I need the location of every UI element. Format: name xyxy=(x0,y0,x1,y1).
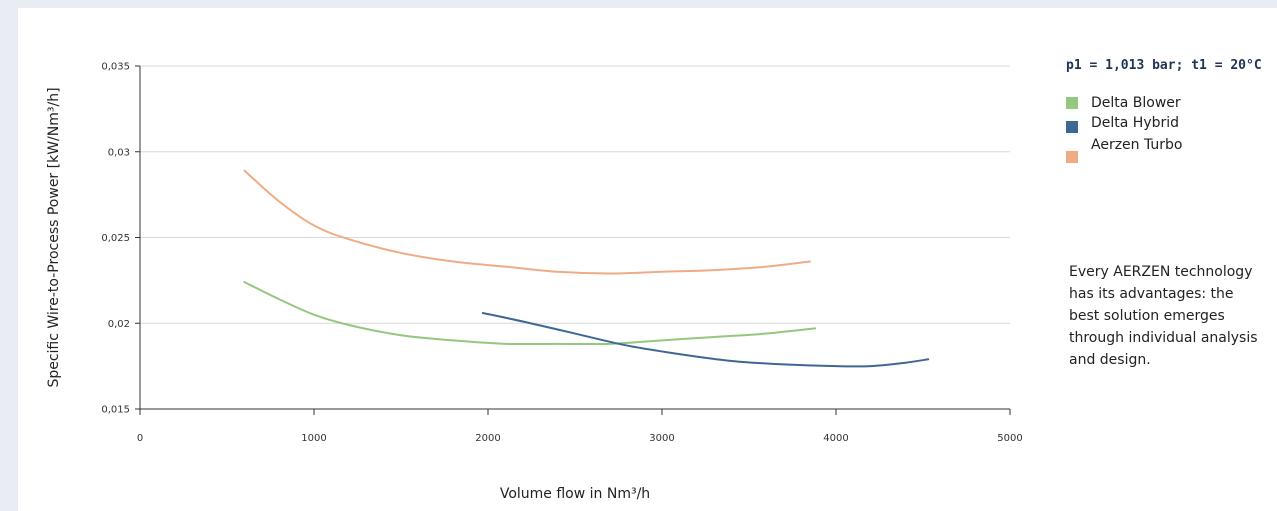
legend-swatch-delta-blower xyxy=(1066,97,1078,109)
info-note: Every AERZEN technology has its advantag… xyxy=(1069,264,1258,368)
x-tick-label: 5000 xyxy=(997,433,1022,444)
y-tick-label: 0,035 xyxy=(101,62,130,73)
x-tick-label: 0 xyxy=(137,433,143,444)
axes xyxy=(135,65,1011,415)
legend-label: Delta Blower xyxy=(1091,95,1181,111)
series-group xyxy=(243,169,930,368)
y-tick-label: 0,03 xyxy=(108,147,130,158)
chart: 0,035 0,03 0,025 0,02 0,015 0 1000 2000 3000 4000… xyxy=(46,62,1023,503)
legend-swatch-aerzen-turbo xyxy=(1066,151,1078,163)
x-tick-label: 3000 xyxy=(649,433,674,444)
y-tick-label: 0,015 xyxy=(101,405,130,416)
legend-item-delta-hybrid: Delta Hybrid xyxy=(1066,115,1266,133)
x-axis-title: Volume flow in Nm³/h xyxy=(500,486,650,502)
y-axis-title: Specific Wire-to-Process Power [kW/Nm³/h… xyxy=(46,87,62,387)
chart-card xyxy=(18,8,1277,511)
legend-item-delta-blower: Delta Blower xyxy=(1066,95,1266,111)
x-tick-label: 4000 xyxy=(823,433,848,444)
legend: p1 = 1,013 bar; t1 = 20°C Delta Blower D… xyxy=(1066,58,1266,167)
tick-labels: 0,035 0,03 0,025 0,02 0,015 0 1000 2000 3000 4000… xyxy=(101,62,1022,445)
x-tick-label: 1000 xyxy=(301,433,326,444)
operating-condition: p1 = 1,013 bar; t1 = 20°C xyxy=(1066,58,1262,73)
y-tick-label: 0,025 xyxy=(101,233,130,244)
grid xyxy=(140,65,1010,324)
series-line-aerzen-turbo xyxy=(243,169,811,275)
x-tick-label: 2000 xyxy=(475,433,500,444)
legend-item-aerzen-turbo: Aerzen Turbo xyxy=(1066,137,1266,163)
legend-label: Aerzen Turbo xyxy=(1091,137,1183,153)
series-line-delta-hybrid xyxy=(481,311,930,368)
series-line-delta-blower xyxy=(243,281,817,346)
legend-label: Delta Hybrid xyxy=(1091,115,1180,131)
legend-swatch-delta-hybrid xyxy=(1066,121,1078,133)
y-tick-label: 0,02 xyxy=(108,319,130,330)
